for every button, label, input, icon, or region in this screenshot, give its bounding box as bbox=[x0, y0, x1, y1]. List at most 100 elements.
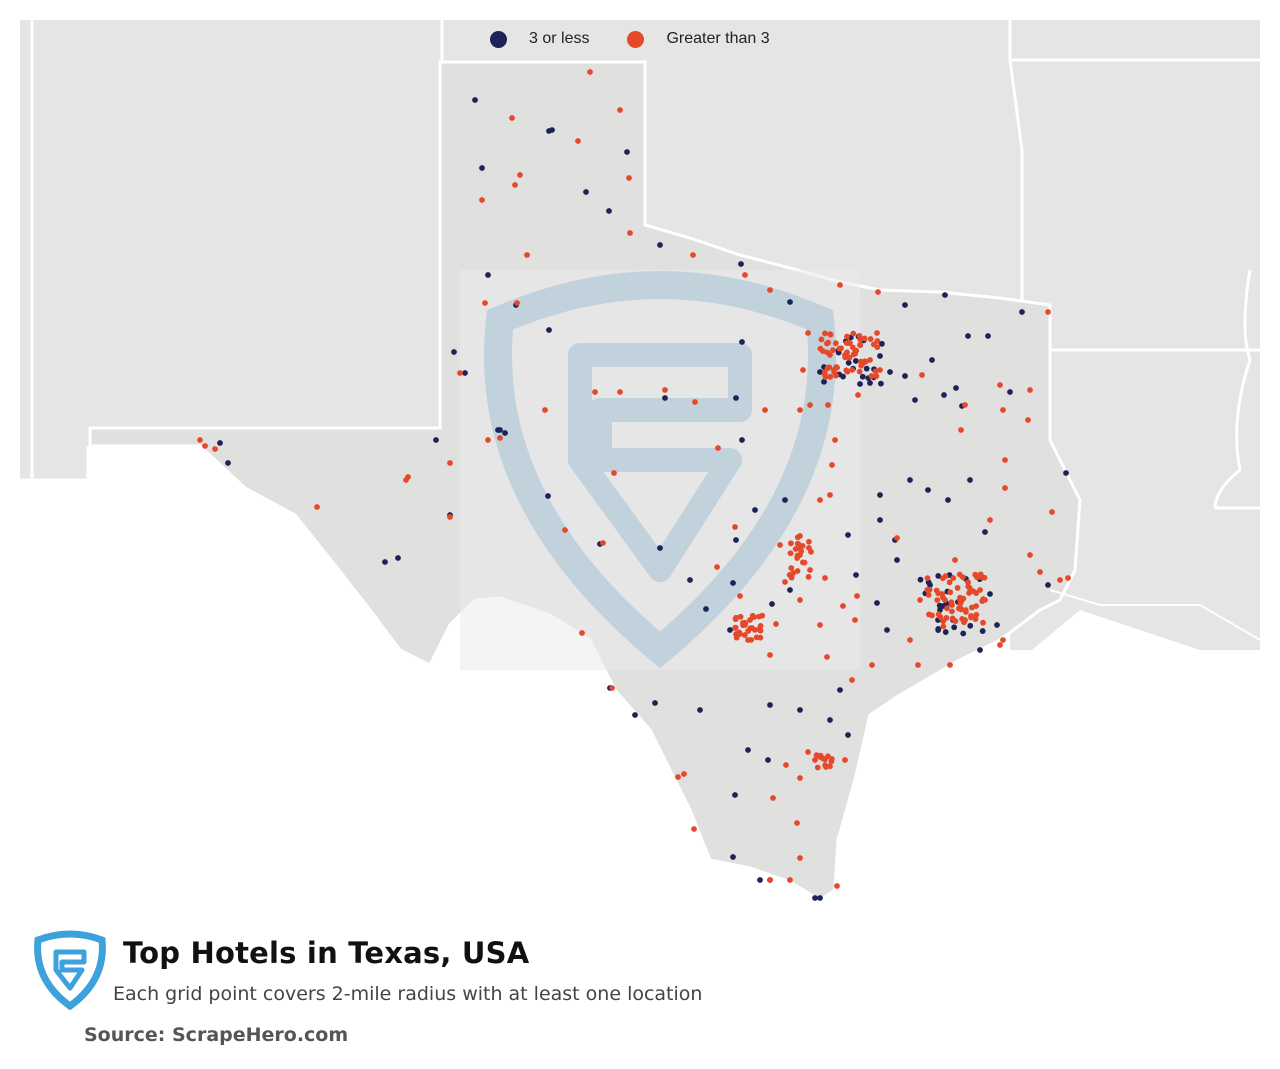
point-greater-than-3 bbox=[514, 300, 520, 306]
point-greater-than-3 bbox=[795, 540, 802, 547]
point-3-or-less bbox=[867, 380, 873, 386]
point-greater-than-3 bbox=[834, 883, 840, 889]
point-greater-than-3 bbox=[946, 579, 953, 586]
point-greater-than-3 bbox=[737, 613, 744, 620]
point-greater-than-3 bbox=[959, 615, 966, 622]
point-greater-than-3 bbox=[447, 514, 453, 520]
scrapehero-watermark-icon bbox=[460, 270, 860, 670]
point-greater-than-3 bbox=[957, 600, 964, 607]
point-greater-than-3 bbox=[854, 593, 860, 599]
point-3-or-less bbox=[225, 460, 231, 466]
point-greater-than-3 bbox=[202, 443, 208, 449]
point-greater-than-3 bbox=[954, 585, 961, 591]
map-title: Top Hotels in Texas, USA bbox=[123, 936, 530, 970]
point-greater-than-3 bbox=[715, 445, 721, 451]
point-greater-than-3 bbox=[812, 757, 818, 763]
point-greater-than-3 bbox=[828, 756, 835, 762]
point-greater-than-3 bbox=[794, 534, 801, 541]
point-greater-than-3 bbox=[939, 591, 946, 597]
point-greater-than-3 bbox=[917, 597, 923, 603]
point-greater-than-3 bbox=[403, 477, 409, 483]
point-greater-than-3 bbox=[857, 342, 864, 349]
point-greater-than-3 bbox=[926, 611, 932, 618]
point-3-or-less bbox=[739, 339, 745, 345]
legend-item-high: Greater than 3 bbox=[627, 30, 770, 48]
point-greater-than-3 bbox=[805, 749, 811, 755]
point-greater-than-3 bbox=[856, 368, 863, 375]
point-greater-than-3 bbox=[833, 372, 839, 379]
point-greater-than-3 bbox=[934, 597, 941, 603]
point-greater-than-3 bbox=[797, 775, 803, 781]
point-greater-than-3 bbox=[849, 366, 856, 373]
point-greater-than-3 bbox=[732, 624, 739, 631]
legend-dot-high bbox=[627, 30, 645, 48]
point-3-or-less bbox=[877, 492, 883, 498]
point-greater-than-3 bbox=[794, 568, 801, 574]
point-greater-than-3 bbox=[748, 636, 755, 643]
point-greater-than-3 bbox=[842, 757, 848, 763]
point-greater-than-3 bbox=[800, 367, 806, 373]
point-greater-than-3 bbox=[737, 593, 743, 599]
point-greater-than-3 bbox=[1025, 417, 1031, 423]
point-greater-than-3 bbox=[609, 685, 615, 691]
point-greater-than-3 bbox=[482, 300, 488, 306]
point-3-or-less bbox=[462, 370, 468, 376]
point-3-or-less bbox=[606, 208, 612, 214]
point-greater-than-3 bbox=[845, 340, 852, 347]
point-greater-than-3 bbox=[1002, 457, 1008, 463]
point-3-or-less bbox=[877, 353, 883, 359]
point-3-or-less bbox=[1063, 470, 1069, 476]
point-greater-than-3 bbox=[827, 763, 833, 770]
point-greater-than-3 bbox=[827, 331, 834, 338]
point-greater-than-3 bbox=[968, 614, 974, 621]
point-3-or-less bbox=[652, 700, 658, 706]
point-3-or-less bbox=[925, 487, 931, 493]
point-greater-than-3 bbox=[1037, 569, 1043, 575]
point-greater-than-3 bbox=[817, 622, 823, 628]
point-greater-than-3 bbox=[751, 627, 758, 633]
point-greater-than-3 bbox=[824, 654, 830, 660]
point-3-or-less bbox=[797, 707, 803, 713]
point-3-or-less bbox=[730, 854, 736, 860]
point-3-or-less bbox=[1007, 389, 1013, 395]
point-greater-than-3 bbox=[987, 517, 993, 523]
point-greater-than-3 bbox=[794, 820, 800, 826]
point-3-or-less bbox=[817, 895, 823, 901]
point-greater-than-3 bbox=[733, 614, 739, 621]
point-greater-than-3 bbox=[1049, 509, 1055, 515]
point-greater-than-3 bbox=[675, 774, 681, 780]
point-greater-than-3 bbox=[997, 382, 1003, 388]
point-3-or-less bbox=[767, 702, 773, 708]
point-greater-than-3 bbox=[587, 69, 593, 75]
point-greater-than-3 bbox=[972, 616, 979, 622]
point-3-or-less bbox=[479, 165, 485, 171]
point-3-or-less bbox=[874, 600, 880, 606]
point-greater-than-3 bbox=[980, 619, 986, 626]
point-greater-than-3 bbox=[757, 634, 764, 641]
point-3-or-less bbox=[902, 302, 908, 308]
point-greater-than-3 bbox=[681, 771, 687, 777]
point-greater-than-3 bbox=[767, 287, 773, 293]
point-greater-than-3 bbox=[957, 594, 963, 601]
point-3-or-less bbox=[433, 437, 439, 443]
point-3-or-less bbox=[549, 127, 555, 133]
point-greater-than-3 bbox=[782, 579, 788, 585]
point-greater-than-3 bbox=[829, 462, 835, 468]
point-3-or-less bbox=[877, 517, 883, 523]
point-3-or-less bbox=[739, 437, 745, 443]
point-3-or-less bbox=[878, 380, 884, 387]
point-3-or-less bbox=[697, 707, 703, 713]
point-greater-than-3 bbox=[997, 642, 1003, 648]
point-3-or-less bbox=[1045, 582, 1051, 588]
point-greater-than-3 bbox=[962, 607, 969, 613]
point-greater-than-3 bbox=[966, 590, 973, 596]
point-3-or-less bbox=[853, 572, 859, 578]
point-greater-than-3 bbox=[873, 373, 880, 380]
point-greater-than-3 bbox=[937, 614, 944, 621]
point-greater-than-3 bbox=[617, 107, 623, 113]
point-3-or-less bbox=[812, 895, 818, 901]
point-greater-than-3 bbox=[787, 540, 794, 547]
point-3-or-less bbox=[863, 365, 870, 372]
point-3-or-less bbox=[545, 493, 551, 499]
point-3-or-less bbox=[845, 732, 851, 738]
